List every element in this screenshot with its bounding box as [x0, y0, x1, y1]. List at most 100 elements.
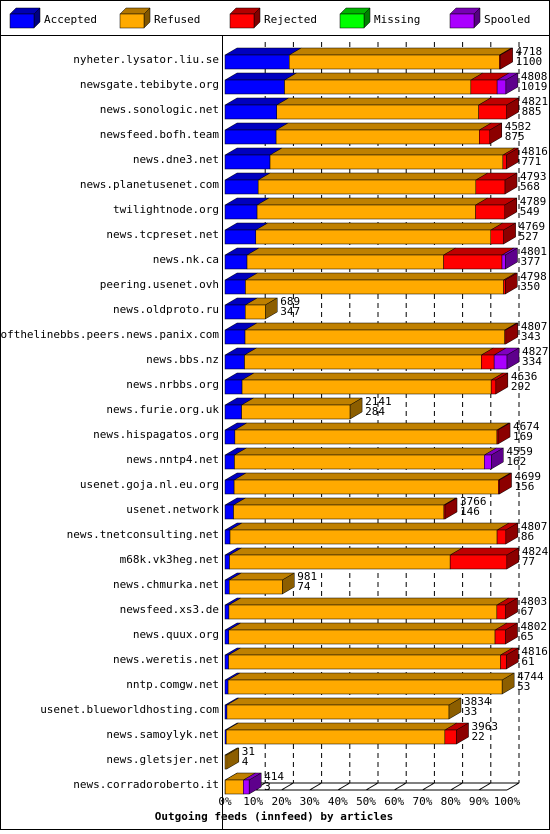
legend-label: Missing	[374, 13, 420, 26]
bar-segment	[225, 505, 234, 519]
accepted-label: 53	[517, 680, 530, 693]
bar-segment	[285, 80, 471, 94]
legend-swatch	[10, 14, 34, 28]
category-label: peering.usenet.ovh	[100, 278, 219, 291]
bar-segment	[491, 380, 496, 394]
bar-segment	[225, 55, 289, 69]
category-label: twilightnode.org	[113, 203, 219, 216]
bar-segment	[247, 255, 444, 269]
accepted-label: 292	[511, 380, 531, 393]
bar-segment	[245, 330, 505, 344]
accepted-label: 1019	[521, 80, 548, 93]
bar-segment	[277, 105, 479, 119]
category-label: nyheter.lysator.liu.se	[73, 53, 219, 66]
bar-segment	[225, 605, 229, 619]
accepted-label: 61	[521, 655, 534, 668]
bar-segment	[258, 180, 476, 194]
bar-segment	[235, 430, 497, 444]
accepted-label: 334	[522, 355, 542, 368]
category-label: nntp.comgw.net	[126, 678, 219, 691]
bar-top	[276, 123, 491, 130]
bar-top	[258, 173, 488, 180]
bar-top	[234, 498, 456, 505]
legend-swatch	[340, 14, 364, 28]
x-tick-label: 60%	[384, 795, 404, 808]
category-label: news.nk.ca	[153, 253, 219, 266]
bar-top	[242, 398, 362, 405]
x-tick-label: 70%	[412, 795, 432, 808]
bar-top	[225, 73, 297, 80]
accepted-label: 86	[521, 530, 534, 543]
category-label: usenet.goja.nl.eu.org	[80, 478, 219, 491]
category-label: endofthelinebbs.peers.news.panix.com	[0, 328, 219, 341]
accepted-label: 549	[520, 205, 540, 218]
bar-segment	[225, 230, 256, 244]
legend-swatch	[450, 14, 474, 28]
bar-segment	[230, 530, 497, 544]
bar-top	[225, 48, 301, 55]
accepted-label: 1100	[516, 55, 543, 68]
accepted-label: 771	[521, 155, 541, 168]
bar-segment	[476, 180, 505, 194]
x-tick-label: 10%	[243, 795, 263, 808]
bar-top	[245, 323, 517, 330]
category-label: news.sonologic.net	[100, 103, 219, 116]
legend-swatch	[230, 14, 254, 28]
bar-top	[247, 248, 456, 255]
category-label: news.chmurka.net	[113, 578, 219, 591]
bar-segment	[504, 280, 506, 294]
category-label: news.hispagatos.org	[93, 428, 219, 441]
bar-segment	[256, 230, 491, 244]
accepted-label: 343	[521, 330, 541, 343]
accepted-label: 527	[519, 230, 539, 243]
category-label: news.quux.org	[133, 628, 219, 641]
category-label: newsfeed.bofh.team	[100, 128, 220, 141]
accepted-label: 22	[472, 730, 485, 743]
bar-top	[289, 48, 511, 55]
accepted-label: 169	[513, 430, 533, 443]
bar-segment	[445, 730, 457, 744]
bar-segment	[501, 655, 507, 669]
bar-segment	[228, 680, 502, 694]
bar-segment	[225, 130, 276, 144]
bar-top	[285, 73, 483, 80]
bar-segment	[229, 555, 450, 569]
accepted-label: 156	[515, 480, 535, 493]
bar-segment	[225, 480, 234, 494]
bar-segment	[229, 605, 497, 619]
legend-label: Accepted	[44, 13, 97, 26]
bar-top	[230, 523, 509, 530]
bar-segment	[225, 705, 227, 719]
accepted-label: 350	[520, 280, 540, 293]
legend-label: Refused	[154, 13, 200, 26]
bar-top	[226, 723, 457, 730]
bar-top	[229, 598, 509, 605]
bar-segment	[234, 455, 484, 469]
bar-top	[256, 223, 503, 230]
bar-segment	[450, 555, 507, 569]
category-label: newsgate.tebibyte.org	[80, 78, 219, 91]
bar-segment	[276, 130, 479, 144]
category-label: news.oldproto.ru	[113, 303, 219, 316]
bar-top	[228, 673, 514, 680]
bar-segment	[245, 280, 503, 294]
bar-segment	[225, 180, 258, 194]
bar-top	[277, 98, 491, 105]
bar-segment	[225, 380, 242, 394]
legend-label: Spooled	[484, 13, 530, 26]
accepted-label: 65	[521, 630, 534, 643]
bar-segment	[242, 380, 491, 394]
bar-segment	[242, 405, 350, 419]
category-label: news.gletsjer.net	[106, 753, 219, 766]
bar-segment	[225, 580, 229, 594]
category-label: news.planetusenet.com	[80, 178, 219, 191]
chart-title: Outgoing feeds (innfeed) by articles	[155, 810, 393, 823]
category-label: news.nrbbs.org	[126, 378, 219, 391]
bar-segment	[503, 155, 507, 169]
category-label: news.weretis.net	[113, 653, 219, 666]
bar-top	[270, 148, 515, 155]
x-tick-label: 90%	[469, 795, 489, 808]
bar-segment	[225, 305, 245, 319]
x-tick-label: 80%	[441, 795, 461, 808]
